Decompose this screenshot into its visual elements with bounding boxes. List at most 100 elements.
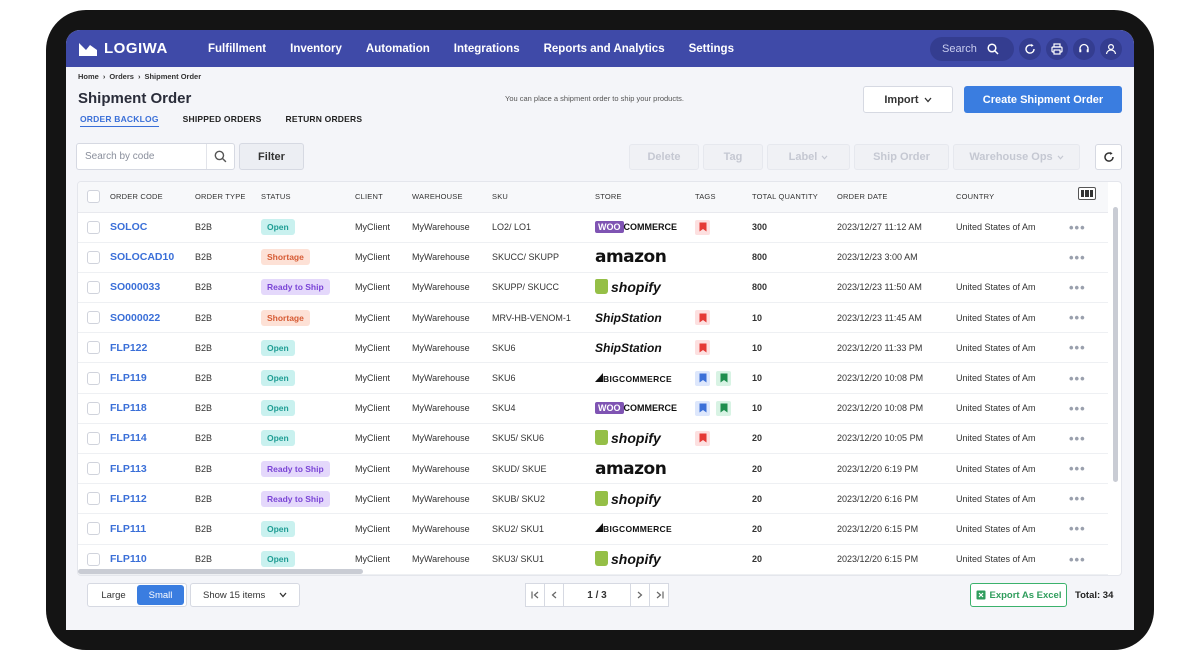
logo[interactable]: LOGIWA <box>78 40 196 57</box>
tab-shipped-orders[interactable]: SHIPPED ORDERS <box>182 114 262 124</box>
refresh-nav-button[interactable] <box>1019 37 1041 60</box>
table-row[interactable]: FLP118 B2B Open MyClient MyWarehouse SKU… <box>78 393 1108 424</box>
column-header[interactable]: TAGS <box>695 182 752 213</box>
delete-button[interactable]: Delete <box>629 144 699 170</box>
support-button[interactable] <box>1073 37 1095 60</box>
tag-badge-red[interactable] <box>695 340 710 356</box>
nav-item-fulfillment[interactable]: Fulfillment <box>208 42 267 55</box>
nav-item-inventory[interactable]: Inventory <box>290 42 342 55</box>
size-large-button[interactable]: Large <box>101 589 126 601</box>
order-code-link[interactable]: FLP112 <box>110 492 147 505</box>
column-header[interactable]: ORDER DATE <box>837 182 956 213</box>
table-row[interactable]: SO000022 B2B Shortage MyClient MyWarehou… <box>78 302 1108 334</box>
more-actions-icon[interactable]: ••• <box>1069 310 1086 326</box>
more-actions-icon[interactable]: ••• <box>1069 461 1086 477</box>
tag-badge-red[interactable] <box>695 430 710 446</box>
column-header[interactable]: STATUS <box>261 182 355 213</box>
more-actions-icon[interactable]: ••• <box>1069 219 1086 235</box>
order-code-link[interactable]: FLP118 <box>110 402 147 415</box>
row-checkbox[interactable] <box>87 220 100 234</box>
column-header[interactable]: WAREHOUSE <box>412 182 492 213</box>
refresh-table-button[interactable] <box>1095 144 1122 170</box>
column-header[interactable]: ORDER TYPE <box>195 182 261 213</box>
ship-order-button[interactable]: Ship Order <box>854 144 949 170</box>
nav-item-integrations[interactable]: Integrations <box>453 42 520 55</box>
tag-badge-red[interactable] <box>695 310 710 326</box>
column-header[interactable]: TOTAL QUANTITY <box>752 182 837 213</box>
row-checkbox[interactable] <box>87 462 100 476</box>
more-actions-icon[interactable]: ••• <box>1069 551 1086 567</box>
prev-page-button[interactable] <box>544 583 564 607</box>
order-code-link[interactable]: FLP122 <box>110 341 148 354</box>
filter-button[interactable]: Filter <box>239 143 304 170</box>
breadcrumb-home[interactable]: Home <box>78 72 99 81</box>
create-shipment-order-button[interactable]: Create Shipment Order <box>964 86 1122 113</box>
select-all-checkbox[interactable] <box>87 190 100 204</box>
breadcrumb-orders[interactable]: Orders <box>109 72 134 81</box>
row-checkbox[interactable] <box>87 522 100 536</box>
table-row[interactable]: FLP113 B2B Ready to Ship MyClient MyWare… <box>78 453 1108 485</box>
nav-item-automation[interactable]: Automation <box>365 42 430 55</box>
more-actions-icon[interactable]: ••• <box>1069 370 1086 386</box>
tab-order-backlog[interactable]: ORDER BACKLOG <box>80 114 159 127</box>
table-row[interactable]: FLP122 B2B Open MyClient MyWarehouse SKU… <box>78 332 1108 364</box>
label-button[interactable]: Label <box>767 144 850 170</box>
row-checkbox[interactable] <box>87 311 100 325</box>
table-row[interactable]: FLP111 B2B Open MyClient MyWarehouse SKU… <box>78 513 1108 545</box>
more-actions-icon[interactable]: ••• <box>1069 491 1086 507</box>
row-checkbox[interactable] <box>87 401 100 415</box>
table-row[interactable]: FLP119 B2B Open MyClient MyWarehouse SKU… <box>78 362 1108 394</box>
print-button[interactable] <box>1046 37 1068 60</box>
table-row[interactable]: SOLOC B2B Open MyClient MyWarehouse LO2/… <box>78 212 1108 243</box>
column-header[interactable]: ORDER CODE <box>110 182 195 213</box>
tag-badge-red[interactable] <box>695 219 710 235</box>
tag-badge-blue[interactable] <box>695 400 710 416</box>
warehouse-ops-button[interactable]: Warehouse Ops <box>953 144 1080 170</box>
order-code-link[interactable]: FLP119 <box>110 372 147 385</box>
nav-item-reports[interactable]: Reports and Analytics <box>543 42 665 55</box>
table-row[interactable]: FLP112 B2B Ready to Ship MyClient MyWare… <box>78 483 1108 515</box>
next-page-button[interactable] <box>630 583 650 607</box>
page-size-select[interactable]: Show 15 items <box>190 583 300 607</box>
import-button[interactable]: Import <box>863 86 953 113</box>
row-checkbox[interactable] <box>87 431 100 445</box>
order-code-link[interactable]: FLP110 <box>110 553 147 566</box>
table-row[interactable]: SOLOCAD10 B2B Shortage MyClient MyWareho… <box>78 242 1108 273</box>
row-checkbox[interactable] <box>87 250 100 264</box>
horizontal-scrollbar[interactable] <box>78 569 363 574</box>
order-search-input[interactable] <box>85 151 203 162</box>
row-checkbox[interactable] <box>87 552 100 566</box>
order-code-link[interactable]: FLP114 <box>110 432 147 445</box>
column-settings-icon[interactable] <box>1078 187 1096 200</box>
order-code-link[interactable]: SO000033 <box>110 281 161 294</box>
column-header[interactable]: COUNTRY <box>956 182 1069 213</box>
size-small-button[interactable]: Small <box>137 585 184 605</box>
order-search-button[interactable] <box>206 144 234 169</box>
order-code-link[interactable]: SOLOCAD10 <box>110 251 175 264</box>
more-actions-icon[interactable]: ••• <box>1069 430 1086 446</box>
table-row[interactable]: FLP114 B2B Open MyClient MyWarehouse SKU… <box>78 423 1108 455</box>
tag-badge-blue[interactable] <box>695 370 710 386</box>
nav-item-settings[interactable]: Settings <box>688 42 734 55</box>
more-actions-icon[interactable]: ••• <box>1069 400 1086 416</box>
order-code-link[interactable]: SOLOC <box>110 221 148 234</box>
more-actions-icon[interactable]: ••• <box>1069 249 1086 265</box>
global-search[interactable]: Search <box>930 36 1014 61</box>
order-code-link[interactable]: FLP111 <box>110 522 147 535</box>
order-code-link[interactable]: FLP113 <box>110 462 147 475</box>
first-page-button[interactable] <box>525 583 545 607</box>
row-checkbox[interactable] <box>87 280 100 294</box>
vertical-scrollbar[interactable] <box>1113 207 1118 482</box>
column-header[interactable]: STORE <box>595 182 695 213</box>
row-checkbox[interactable] <box>87 371 100 385</box>
tag-button[interactable]: Tag <box>703 144 763 170</box>
export-excel-button[interactable]: Export As Excel <box>970 583 1067 607</box>
column-header[interactable]: CLIENT <box>355 182 412 213</box>
last-page-button[interactable] <box>649 583 669 607</box>
row-checkbox[interactable] <box>87 341 100 355</box>
more-actions-icon[interactable]: ••• <box>1069 521 1086 537</box>
column-header[interactable]: SKU <box>492 182 595 213</box>
order-code-link[interactable]: SO000022 <box>110 311 161 324</box>
table-row[interactable]: SO000033 B2B Ready to Ship MyClient MyWa… <box>78 272 1108 304</box>
tab-return-orders[interactable]: RETURN ORDERS <box>285 114 363 124</box>
